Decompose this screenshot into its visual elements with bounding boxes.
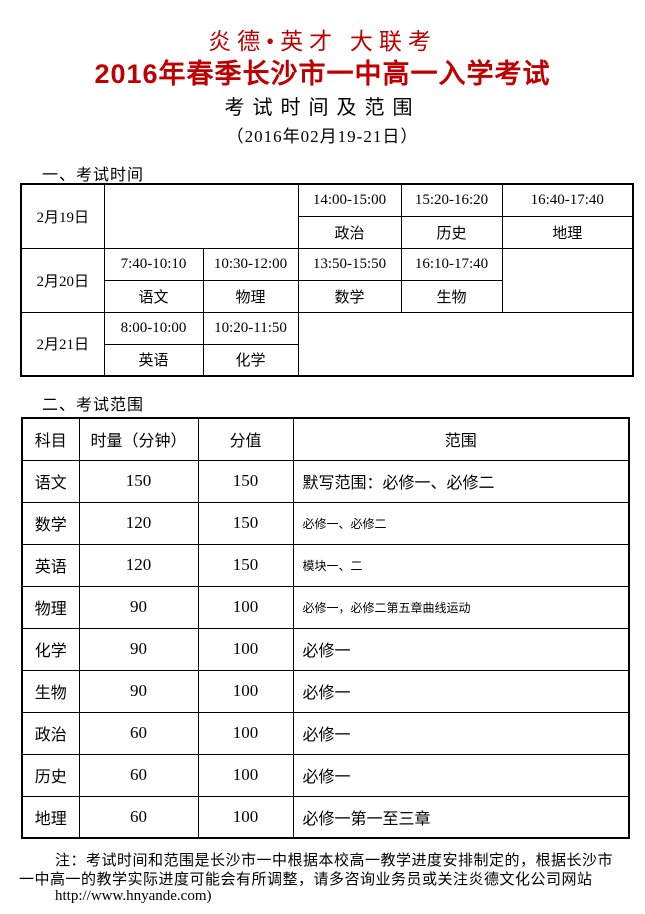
- minutes-cell: 150: [78, 459, 199, 503]
- footer-note-line-1: 注：考试时间和范围是长沙市一中根据本校高一教学进度安排制定的，根据长沙市: [55, 853, 614, 869]
- date-cell-feb19: 2月19日: [20, 183, 105, 249]
- score-cell: 150: [197, 543, 294, 587]
- empty-cell: [103, 183, 299, 249]
- table-row: 政治 历史 地理: [21, 215, 634, 249]
- score-cell: 100: [197, 585, 294, 629]
- section-2-heading: 二、考试范围: [42, 397, 145, 414]
- scope-cell: 必修一、必修二: [292, 501, 630, 545]
- subject-cell: 英语: [103, 343, 204, 377]
- subject-cell: 地理: [21, 795, 80, 839]
- minutes-cell: 60: [78, 753, 199, 797]
- time-cell: 7:40-10:10: [103, 247, 204, 281]
- table-header-row: 科目 时量（分钟） 分值 范围: [21, 417, 630, 461]
- scope-cell: 必修一: [292, 753, 630, 797]
- score-cell: 100: [197, 711, 294, 755]
- table-row: 数学 120 150 必修一、必修二: [21, 501, 630, 545]
- subject-cell: 英语: [21, 543, 80, 587]
- scope-cell: 必修一，必修二第五章曲线运动: [292, 585, 630, 629]
- subject-cell: 数学: [297, 279, 402, 313]
- time-cell: 13:50-15:50: [297, 247, 402, 281]
- minutes-cell: 120: [78, 501, 199, 545]
- score-cell: 100: [197, 627, 294, 671]
- table-row: 政治 60 100 必修一: [21, 711, 630, 755]
- time-cell: 10:30-12:00: [202, 247, 299, 281]
- time-cell: 16:10-17:40: [400, 247, 503, 281]
- footer-note-line-2: 一中高一的教学实际进度可能会有所调整，请多咨询业务员或关注炎德文化公司网站: [19, 872, 593, 888]
- header-scope: 范围: [292, 417, 630, 461]
- time-cell: 14:00-15:00: [297, 183, 402, 217]
- score-cell: 100: [197, 669, 294, 713]
- minutes-cell: 60: [78, 795, 199, 839]
- header-score: 分值: [197, 417, 294, 461]
- date-cell-feb21: 2月21日: [20, 311, 105, 377]
- section-1-heading: 一、考试时间: [42, 167, 145, 184]
- minutes-cell: 90: [78, 627, 199, 671]
- time-cell: 15:20-16:20: [400, 183, 503, 217]
- subject-cell: 数学: [21, 501, 80, 545]
- scope-cell: 必修一: [292, 711, 630, 755]
- table-row: 历史 60 100 必修一: [21, 753, 630, 797]
- subject-cell: 政治: [297, 215, 402, 249]
- scope-table: 科目 时量（分钟） 分值 范围 语文 150 150 默写范围：必修一、必修二 …: [21, 417, 630, 839]
- scope-cell: 必修一第一至三章: [292, 795, 630, 839]
- subject-cell: 语文: [21, 459, 80, 503]
- table-row: 英语 120 150 模块一、二: [21, 543, 630, 587]
- subject-cell: 化学: [21, 627, 80, 671]
- minutes-cell: 120: [78, 543, 199, 587]
- subject-cell: 化学: [202, 343, 299, 377]
- time-cell: 16:40-17:40: [501, 183, 634, 217]
- table-row: 生物 90 100 必修一: [21, 669, 630, 713]
- empty-cell: [501, 247, 634, 313]
- schedule-table: 2月19日 14:00-15:00 15:20-16:20 16:40-17:4…: [20, 183, 634, 377]
- table-row: 语文 物理 数学 生物: [21, 279, 633, 313]
- score-cell: 100: [197, 795, 294, 839]
- score-cell: 150: [197, 459, 294, 503]
- time-cell: 10:20-11:50: [202, 311, 299, 345]
- empty-cell: [297, 311, 634, 377]
- time-cell: 8:00-10:00: [103, 311, 204, 345]
- subject-cell: 历史: [21, 753, 80, 797]
- scope-cell: 必修一: [292, 627, 630, 671]
- minutes-cell: 90: [78, 669, 199, 713]
- minutes-cell: 90: [78, 585, 199, 629]
- subject-cell: 历史: [400, 215, 503, 249]
- scope-cell: 默写范围：必修一、必修二: [292, 459, 630, 503]
- table-row: 地理 60 100 必修一第一至三章: [21, 795, 630, 839]
- table-row: 2月20日 7:40-10:10 10:30-12:00 13:50-15:50…: [20, 247, 634, 313]
- page-subtitle: 考试时间及范围: [224, 97, 421, 119]
- subject-cell: 物理: [202, 279, 299, 313]
- date-cell-feb20: 2月20日: [20, 247, 105, 313]
- subject-cell: 语文: [103, 279, 204, 313]
- scope-cell: 必修一: [292, 669, 630, 713]
- brand-title: 炎德•英才 大联考: [208, 29, 437, 54]
- table-row: 2月21日 8:00-10:00 10:20-11:50: [20, 311, 634, 377]
- score-cell: 150: [197, 501, 294, 545]
- minutes-cell: 60: [78, 711, 199, 755]
- score-cell: 100: [197, 753, 294, 797]
- subject-cell: 生物: [21, 669, 80, 713]
- exam-title: 2016年春季长沙市一中高一入学考试: [94, 59, 551, 89]
- table-row: 语文 150 150 默写范围：必修一、必修二: [21, 459, 630, 503]
- header-subject: 科目: [21, 417, 80, 461]
- table-row: 英语 化学: [21, 343, 633, 377]
- table-row: 2月19日 14:00-15:00 15:20-16:20 16:40-17:4…: [20, 183, 634, 249]
- scope-cell: 模块一、二: [292, 543, 630, 587]
- table-row: 物理 90 100 必修一，必修二第五章曲线运动: [21, 585, 630, 629]
- subject-cell: 生物: [400, 279, 503, 313]
- table-row: 化学 90 100 必修一: [21, 627, 630, 671]
- subject-cell: 地理: [501, 215, 634, 249]
- footer-note-url: http://www.hnyande.com): [55, 888, 212, 904]
- date-range: （2016年02月19-21日）: [226, 127, 419, 146]
- subject-cell: 物理: [21, 585, 80, 629]
- header-minutes: 时量（分钟）: [78, 417, 199, 461]
- subject-cell: 政治: [21, 711, 80, 755]
